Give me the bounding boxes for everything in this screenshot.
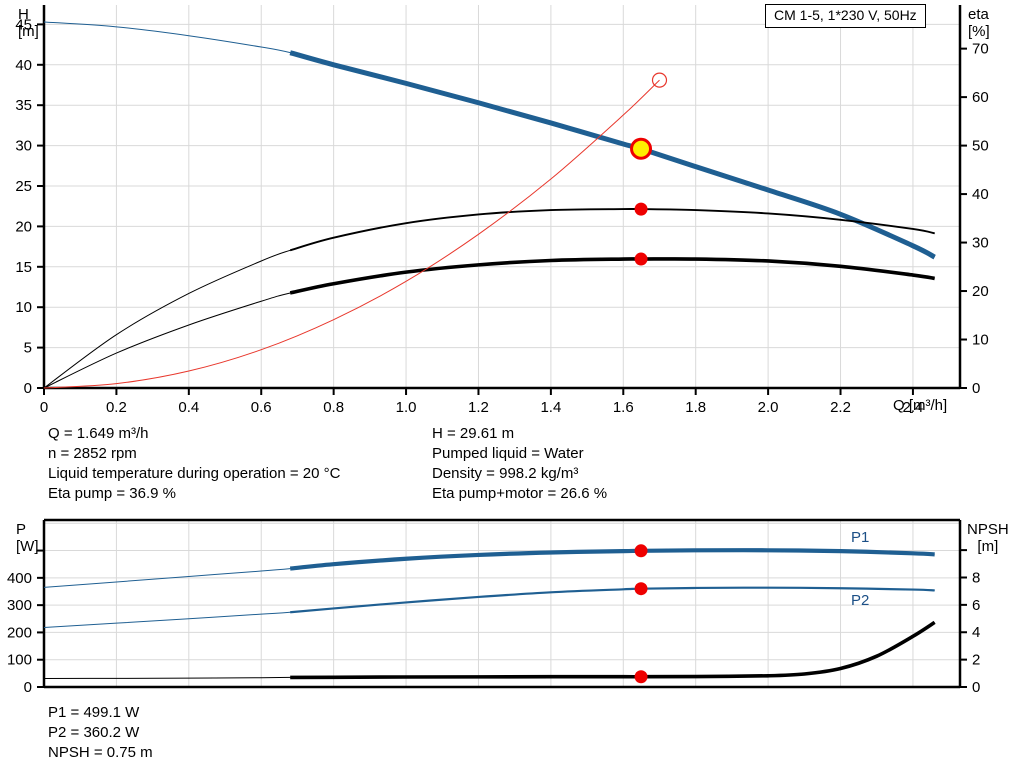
curve-label-p1: P1 [851, 529, 870, 546]
bottom-right-tick-label: 6 [972, 597, 980, 614]
top-right-tick-label: 10 [972, 332, 989, 349]
info-block-bottom: P1 = 499.1 W P2 = 360.2 W NPSH = 0.75 m [48, 703, 153, 763]
top-x-tick-label: 1.2 [468, 399, 489, 416]
bottom-curve-thick-1 [290, 586, 935, 614]
top-curve-thick-1 [289, 208, 935, 252]
info-npsh: NPSH = 0.75 m [48, 744, 153, 761]
info-p1: P1 = 499.1 W [48, 704, 140, 721]
top-annotation-circle [651, 72, 668, 88]
bottom-y-axis-label-line1: P [16, 521, 27, 538]
top-y-tick-label: 20 [15, 218, 32, 235]
bottom-y-tick-label: 300 [7, 597, 32, 614]
bottom-right-tick-label: 4 [972, 624, 980, 641]
top-x-tick-label: 2.0 [758, 399, 779, 416]
top-right-tick-label: 50 [972, 138, 989, 155]
top-eta-duty-marker-1 [634, 252, 648, 266]
bottom-duty-marker-p2 [634, 582, 648, 596]
top-y-tick-label: 0 [24, 380, 32, 397]
top-curve-3 [43, 79, 660, 389]
info-block-right: H = 29.61 m Pumped liquid = Water Densit… [432, 424, 607, 504]
pump-model-title: CM 1-5, 1*230 V, 50Hz [765, 4, 926, 29]
top-y-tick-label: 25 [15, 178, 32, 195]
bottom-y-tick-label: 0 [24, 679, 32, 696]
bottom-right-tick-label: 2 [972, 652, 980, 669]
top-y-tick-label: 10 [15, 299, 32, 316]
top-x-tick-label: 1.0 [396, 399, 417, 416]
top-right-tick-label: 0 [972, 380, 980, 397]
top-y-tick-label: 5 [24, 340, 32, 357]
top-y-tick-label: 30 [15, 138, 32, 155]
top-right-axis-label-line1: eta [968, 6, 989, 23]
power-npsh-chart: 0 100 200 300 400 0 2 4 6 8 [7, 518, 980, 696]
top-x-tick-label: 0.8 [323, 399, 344, 416]
top-x-tick-label: 0 [40, 399, 48, 416]
top-curve-thick-2 [289, 257, 935, 295]
info-p2: P2 = 360.2 W [48, 724, 140, 741]
bottom-y-tick-label: 100 [7, 652, 32, 669]
info-eta-pump: Eta pump = 36.9 % [48, 485, 176, 502]
top-right-tick-label: 70 [972, 41, 989, 58]
top-y-tick-label: 35 [15, 97, 32, 114]
top-right-axis-label-eta: eta [%] [968, 6, 990, 41]
info-h: H = 29.61 m [432, 425, 515, 442]
top-y-tick-label: 40 [15, 57, 32, 74]
bottom-y-tick-label: 200 [7, 624, 32, 641]
top-eta-duty-marker-0 [634, 202, 648, 216]
bottom-duty-marker-p1 [634, 544, 648, 558]
top-y-axis-label-line1: H [18, 6, 29, 23]
info-block-left: Q = 1.649 m³/h n = 2852 rpm Liquid tempe… [48, 424, 340, 504]
top-y-axis-label-h: H [m] [18, 6, 39, 41]
bottom-right-tick-label: 0 [972, 679, 980, 696]
bottom-right-axis-label-npsh: NPSH [m] [967, 521, 1009, 556]
info-eta-pump-motor: Eta pump+motor = 26.6 % [432, 485, 608, 502]
top-x-tick-label: 2.2 [830, 399, 851, 416]
bottom-right-tick-label: 8 [972, 569, 980, 586]
bottom-chart-group: 0 100 200 300 400 0 2 4 6 8 [7, 518, 980, 696]
top-x-tick-label: 1.8 [685, 399, 706, 416]
info-pumped-liquid: Pumped liquid = Water [432, 445, 584, 462]
bottom-plot-background [44, 520, 960, 687]
top-x-tick-label: 1.6 [613, 399, 634, 416]
top-y-tick-label: 15 [15, 259, 32, 276]
top-right-tick-label: 30 [972, 235, 989, 252]
top-x-tick-label: 0.4 [178, 399, 199, 416]
top-right-tick-label: 20 [972, 283, 989, 300]
info-n: n = 2852 rpm [48, 445, 137, 462]
bottom-y-axis-label-p: P [W] [16, 521, 39, 556]
top-x-axis-label-q: Q [m³/h] [893, 397, 948, 414]
bottom-y-tick-label: 400 [7, 570, 32, 587]
info-liquid-temperature: Liquid temperature during operation = 20… [48, 465, 341, 482]
bottom-right-axis-label-line2: [m] [977, 538, 999, 556]
top-right-axis-label-line2: [%] [968, 23, 990, 41]
top-y-tick-label: 45 [15, 16, 32, 33]
bottom-curve-thick-2 [290, 620, 936, 680]
info-density: Density = 998.2 kg/m³ [432, 465, 579, 482]
info-q: Q = 1.649 m³/h [48, 425, 149, 442]
top-x-tick-label: 1.4 [540, 399, 561, 416]
top-right-tick-label: 60 [972, 89, 989, 106]
top-x-tick-label: 2.4 [903, 399, 924, 416]
duty-point-marker[interactable] [630, 137, 653, 160]
bottom-right-axis-label-line1: NPSH [967, 521, 1009, 538]
curve-label-p2: P2 [851, 592, 870, 609]
bottom-curve-thick-0 [289, 548, 935, 571]
head-eta-chart: 0 5 10 15 20 25 30 35 40 45 0 10 20 30 40 50 60 70 0 0.2 0.4… [15, 5, 989, 416]
top-x-tick-label: 0.2 [106, 399, 127, 416]
top-plot-background [44, 5, 960, 388]
top-right-tick-label: 40 [972, 186, 989, 203]
top-chart-group: 0 5 10 15 20 25 30 35 40 45 0 10 20 30 40 50 60 70 0 0.2 0.4… [15, 5, 989, 416]
top-y-axis-label-line2: [m] [18, 23, 39, 41]
bottom-y-axis-label-line2: [W] [16, 538, 39, 556]
bottom-duty-marker-npsh [634, 670, 648, 684]
top-x-tick-label: 0.6 [251, 399, 272, 416]
